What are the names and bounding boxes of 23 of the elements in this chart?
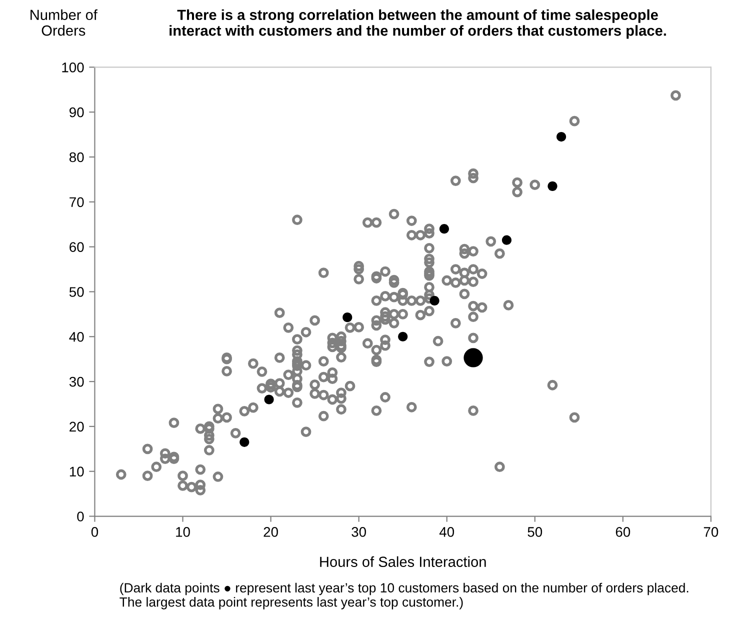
x-tick-label: 60 — [616, 527, 630, 537]
x-axis-title: Hours of Sales Interaction — [320, 556, 486, 567]
text: (Dark data points ● represent last year’s top 10 customers based on the number of orders placed. The largest data point represents last year’s top customer.) — [120, 582, 688, 610]
y-tick-label: 40 — [69, 332, 84, 342]
x-tick-label: 40 — [439, 527, 454, 537]
y-tick-label: 100 — [62, 62, 84, 72]
y-tick-label: 0 — [77, 512, 84, 522]
y-tick-label: 50 — [69, 287, 84, 297]
x-tick-label: 50 — [528, 527, 542, 537]
y-tick-label: 80 — [69, 152, 84, 162]
chart-title: There is a strong correlation between the amount of time salespeople interact with customers and the number of orders that customers place. — [170, 9, 666, 39]
x-tick-label: 20 — [264, 527, 278, 537]
x-tick-label: 30 — [352, 527, 366, 537]
y-tick-label: 20 — [70, 422, 84, 432]
x-tick-label: 10 — [176, 527, 190, 537]
y-tick-label: 90 — [70, 107, 84, 118]
y-tick-label: 60 — [70, 242, 84, 252]
x-tick-label: 70 — [704, 527, 718, 537]
y-tick-label: 10 — [70, 466, 84, 477]
y-axis-title: Number of Orders — [30, 9, 98, 36]
y-tick-label: 70 — [70, 197, 84, 208]
y-tick-label: 30 — [69, 376, 84, 387]
x-tick-label: 0 — [91, 527, 98, 537]
